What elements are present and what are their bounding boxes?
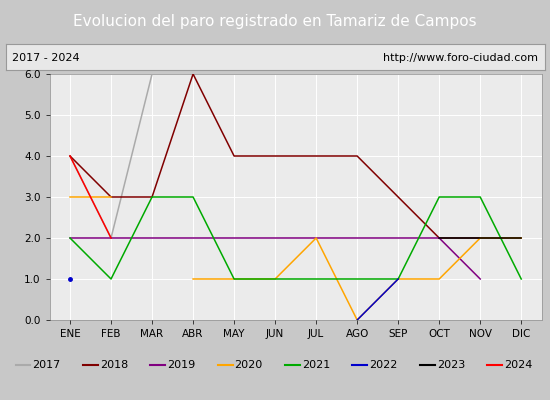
- Text: 2018: 2018: [100, 360, 128, 370]
- Text: 2024: 2024: [504, 360, 532, 370]
- Text: 2022: 2022: [370, 360, 398, 370]
- Text: 2021: 2021: [302, 360, 330, 370]
- Text: 2019: 2019: [167, 360, 195, 370]
- Text: http://www.foro-ciudad.com: http://www.foro-ciudad.com: [383, 53, 538, 63]
- Text: 2017 - 2024: 2017 - 2024: [12, 53, 80, 63]
- Text: 2017: 2017: [32, 360, 60, 370]
- Text: 2020: 2020: [234, 360, 263, 370]
- Text: Evolucion del paro registrado en Tamariz de Campos: Evolucion del paro registrado en Tamariz…: [73, 14, 477, 29]
- Text: 2023: 2023: [437, 360, 465, 370]
